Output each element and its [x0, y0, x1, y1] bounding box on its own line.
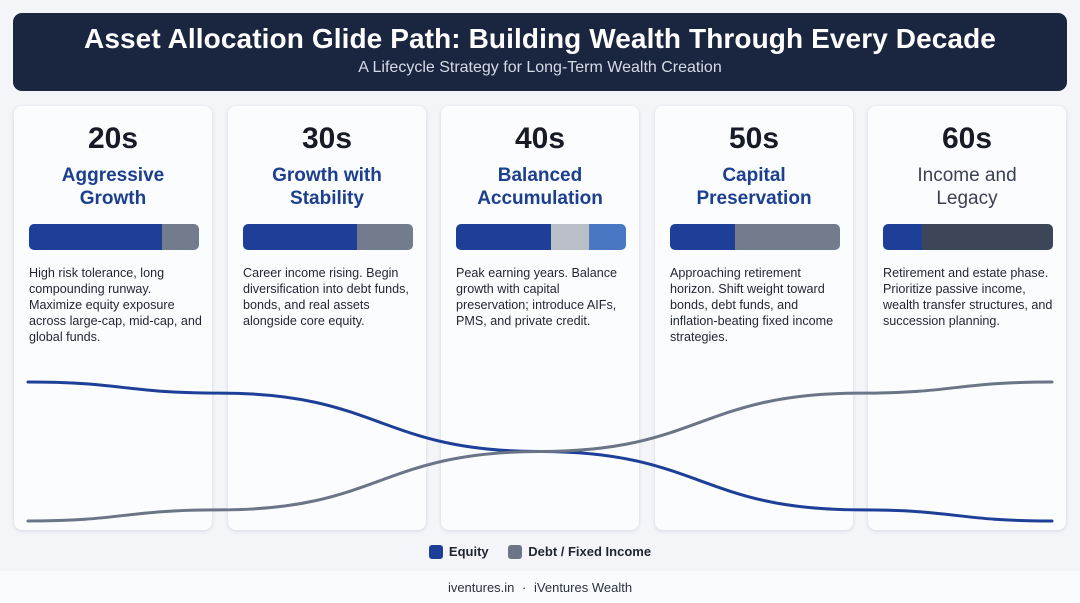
equity-swatch-icon: [428, 544, 443, 559]
decade-label: 40s: [514, 122, 566, 155]
allocation-bar: [670, 224, 840, 250]
phase-title: Income and Legacy: [868, 164, 1066, 210]
phase-title: Capital Preservation: [655, 164, 853, 210]
allocation-segment-debt: [734, 224, 840, 250]
allocation-segment-equity: [456, 224, 552, 250]
footer-brand: iVentures Wealth: [534, 580, 633, 595]
card-60s: 60s Income and Legacy Retirement and est…: [868, 106, 1066, 530]
phase-line-1: Aggressive: [61, 165, 165, 186]
legend-label-debt: Debt / Fixed Income: [528, 544, 652, 559]
phase-line-1: Income and: [917, 165, 1017, 186]
card-20s: 20s Aggressive Growth High risk toleranc…: [14, 106, 212, 530]
decade-label: 60s: [941, 122, 993, 155]
phase-line-2: Legacy: [936, 188, 998, 209]
phase-line-2: Stability: [290, 188, 364, 209]
phase-line-2: Preservation: [696, 188, 812, 209]
allocation-bar: [456, 224, 626, 250]
page-title: Asset Allocation Glide Path: Building We…: [84, 23, 996, 54]
phase-description: High risk tolerance, long compounding ru…: [29, 266, 202, 344]
legend-label-equity: Equity: [448, 544, 489, 559]
header-banner: Asset Allocation Glide Path: Building We…: [13, 13, 1067, 91]
allocation-bar: [243, 224, 413, 250]
phase-line-2: Growth: [79, 188, 147, 209]
allocation-segment-equity: [29, 224, 162, 250]
decade-label: 20s: [87, 122, 139, 155]
allocation-segment-debt: [922, 224, 1053, 250]
footer-site-link[interactable]: iventures.in: [447, 580, 515, 595]
allocation-segment-debt: [161, 224, 199, 250]
phase-line-1: Growth with: [272, 165, 382, 186]
phase-line-1: Balanced: [497, 165, 583, 186]
page-subtitle: A Lifecycle Strategy for Long-Term Wealt…: [358, 59, 722, 76]
legend: Equity Debt / Fixed Income: [0, 544, 1080, 562]
card-50s: 50s Capital Preservation Approaching ret…: [655, 106, 853, 530]
phase-line-1: Capital: [722, 165, 786, 186]
debt-swatch-icon: [508, 544, 523, 559]
allocation-segment-alternatives: [588, 224, 626, 250]
phase-description: Peak earning years. Balance growth with …: [456, 266, 618, 328]
allocation-segment-equity: [243, 224, 357, 250]
legend-item-equity: Equity: [428, 544, 489, 559]
phase-description: Approaching retirement horizon. Shift we…: [670, 266, 834, 344]
footer-separator: ·: [522, 580, 527, 595]
allocation-bar: [883, 224, 1053, 250]
decade-label: 50s: [728, 122, 780, 155]
footer: iventures.in · iVentures Wealth: [0, 571, 1080, 603]
phase-line-2: Accumulation: [477, 188, 603, 209]
phase-description: Retirement and estate phase. Prioritize …: [883, 266, 1053, 328]
allocation-segment-equity: [670, 224, 735, 250]
card-40s: 40s Balanced Accumulation Peak earning y…: [441, 106, 639, 530]
phase-title: Aggressive Growth: [14, 164, 212, 210]
legend-item-debt: Debt / Fixed Income: [508, 544, 651, 559]
allocation-bar: [29, 224, 199, 250]
allocation-segment-debt: [551, 224, 589, 250]
allocation-segment-debt: [356, 224, 413, 250]
card-30s: 30s Growth with Stability Career income …: [228, 106, 426, 530]
decade-label: 30s: [301, 122, 353, 155]
phase-description: Career income rising. Begin diversificat…: [243, 266, 409, 328]
phase-title: Balanced Accumulation: [441, 164, 639, 210]
phase-title: Growth with Stability: [228, 164, 426, 210]
allocation-segment-equity: [883, 224, 923, 250]
